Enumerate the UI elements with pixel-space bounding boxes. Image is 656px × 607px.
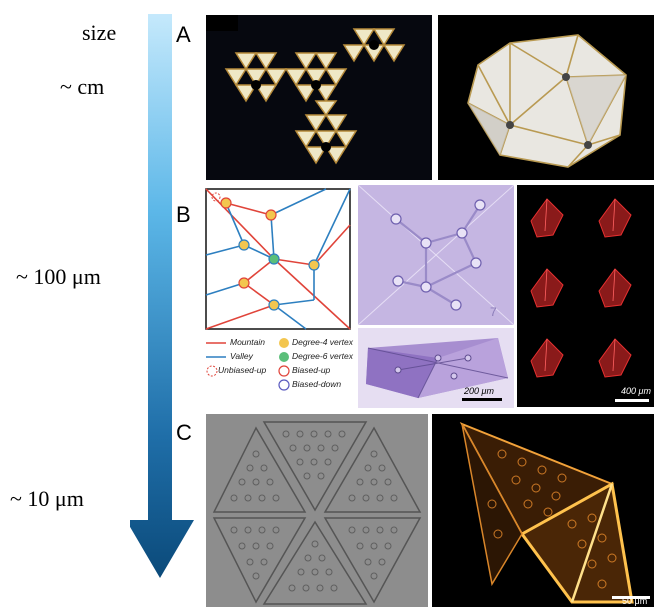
panel-c-sem-pattern-image: [206, 414, 428, 607]
legend-biased-down-label: Biased-down: [292, 379, 342, 389]
legend-unbiased-up-label: Unbiased-up: [218, 365, 267, 375]
panel-letter-a: A: [176, 22, 191, 47]
size-axis-title: size: [82, 20, 117, 45]
panel-b-mid-number: 7: [490, 305, 497, 319]
panel-a-flat-pattern-image: [206, 15, 432, 180]
legend-mountain-label: Mountain: [230, 337, 265, 347]
legend-degree6-label: Degree-6 vertex: [292, 351, 353, 361]
size-level-100um: ~ 100 μm: [16, 264, 101, 289]
legend-degree4-swatch: [279, 338, 289, 348]
panel-a-folded-icosahedron-image: [438, 15, 654, 180]
panel-letter-b: B: [176, 202, 191, 227]
panel-b-fluorescence-array-image: 400 μm: [517, 185, 654, 407]
legend-unbiased-up-swatch: [206, 365, 218, 377]
panel-b-mid-scale-label: 200 μm: [464, 386, 494, 396]
legend-degree4-label: Degree-4 vertex: [292, 337, 353, 347]
legend-biased-down-swatch: [278, 379, 290, 391]
panel-b-film-micrograph: 7: [358, 185, 514, 325]
panel-letter-c: C: [176, 420, 192, 445]
panel-b-folded-micrograph: 200 μm: [358, 328, 514, 408]
size-level-10um: ~ 10 μm: [10, 486, 84, 511]
legend-valley-label: Valley: [230, 351, 253, 361]
size-level-cm: ~ cm: [60, 74, 105, 99]
panel-b-crease-pattern-diagram: Mountain Valley Unbiased-up Degree-4 ver…: [196, 185, 356, 409]
size-scale-arrow: [130, 14, 194, 578]
panel-c-right-scale-label: 50 μm: [622, 596, 648, 606]
panel-c-fluorescence-fold-image: 50 μm: [432, 414, 654, 607]
legend-degree6-swatch: [279, 352, 289, 362]
legend-biased-up-label: Biased-up: [292, 365, 331, 375]
legend-biased-up-swatch: [278, 365, 290, 377]
panel-b-right-scale-label: 400 μm: [621, 386, 651, 396]
